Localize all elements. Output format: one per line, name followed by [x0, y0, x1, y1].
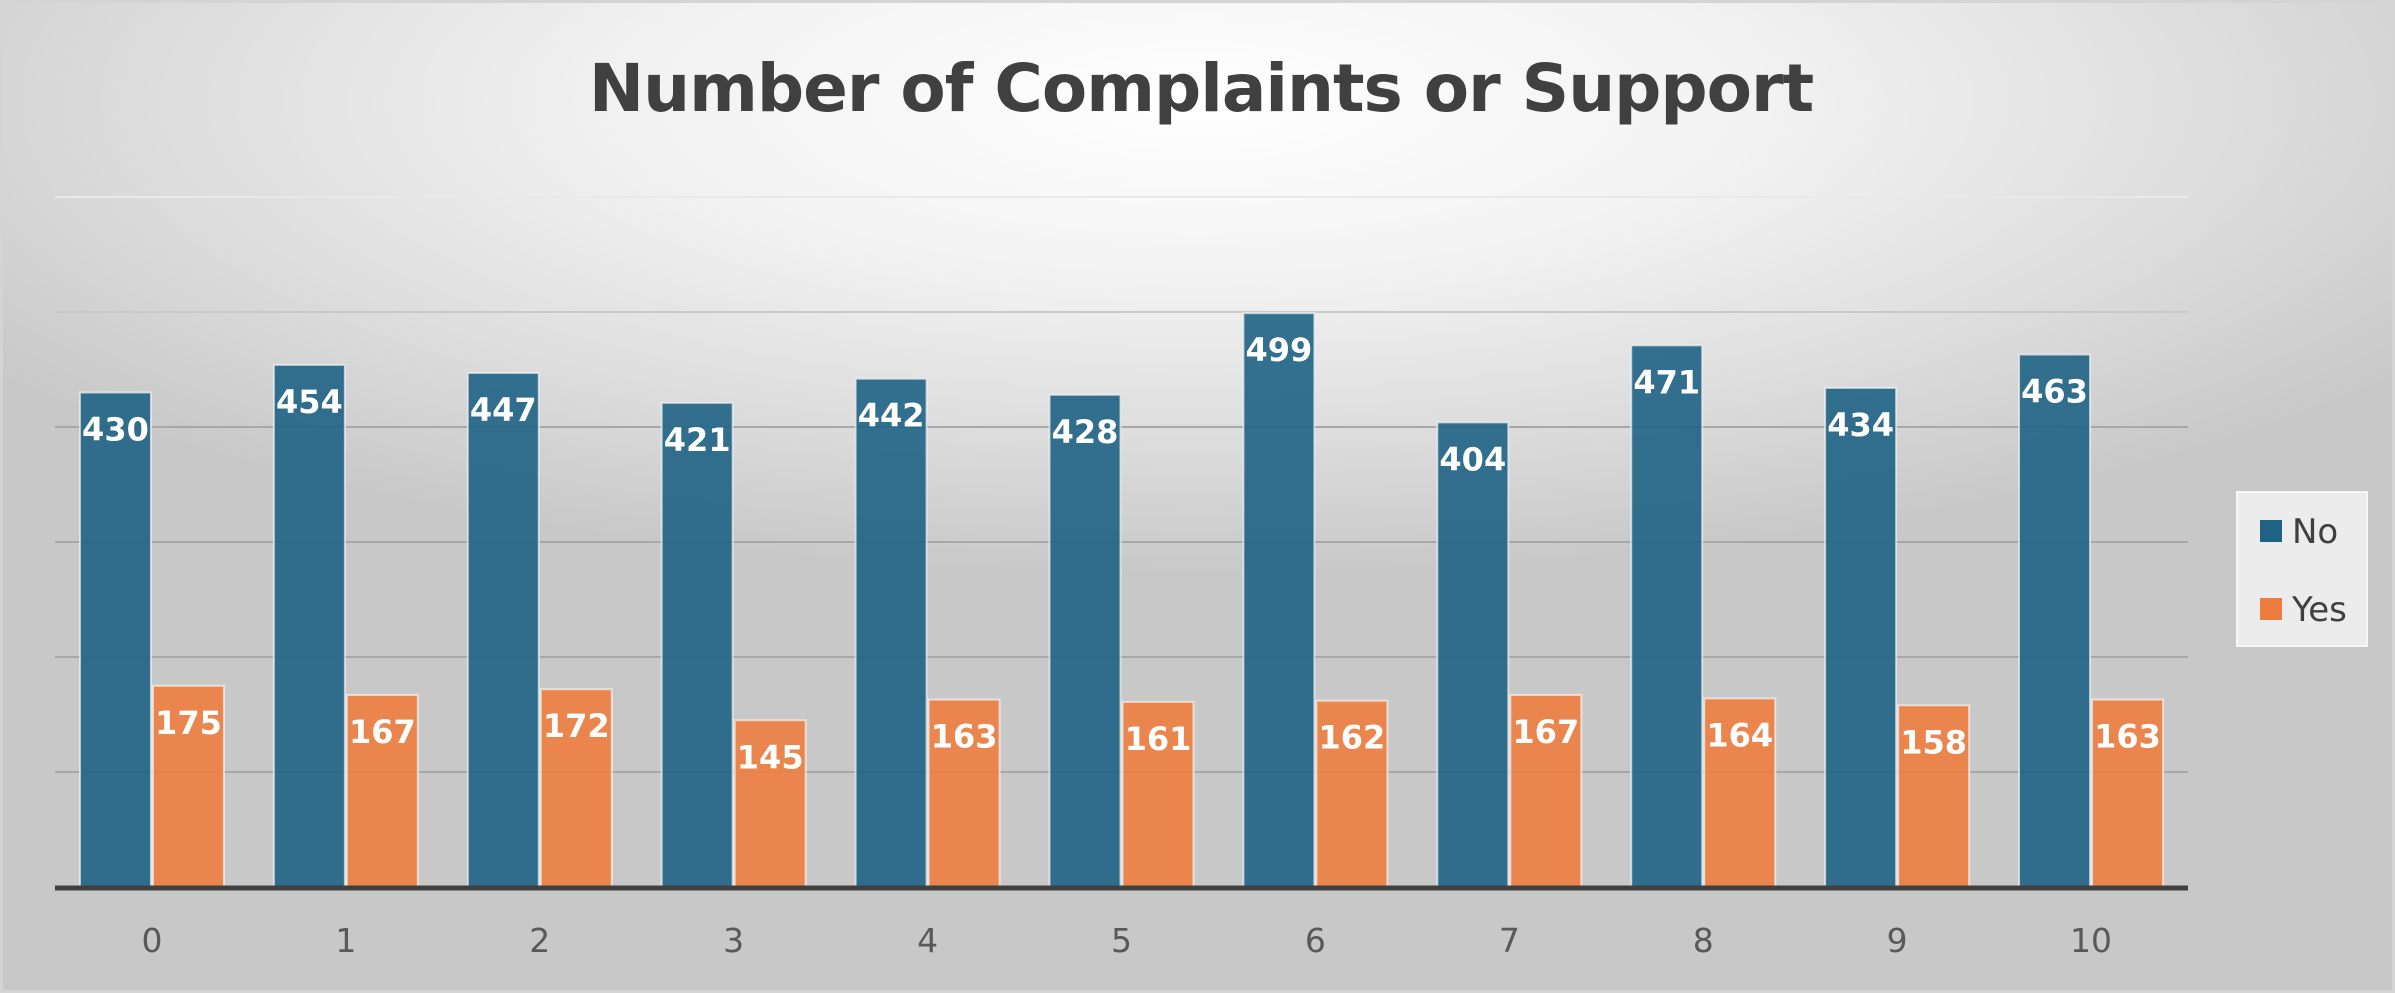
data-label-yes-2: 172	[543, 707, 610, 745]
bar-yes-7	[1509, 693, 1583, 889]
chart-title: Number of Complaints or Support	[589, 50, 1814, 127]
data-label-no-2: 447	[470, 391, 537, 429]
legend-label-no: No	[2292, 512, 2338, 552]
bar-yes-5	[1121, 700, 1195, 888]
bar-no-10	[2018, 353, 2092, 888]
data-label-yes-8: 164	[1706, 716, 1773, 754]
bar-no-0	[78, 391, 152, 888]
data-label-no-7: 404	[1439, 440, 1506, 478]
data-label-no-10: 463	[2021, 373, 2088, 411]
data-label-no-6: 499	[1246, 331, 1313, 369]
data-label-yes-10: 163	[2094, 718, 2161, 756]
bar-no-3	[660, 401, 734, 888]
bar-yes-9	[1897, 704, 1971, 888]
bars	[78, 312, 2165, 889]
x-tick-label: 0	[141, 921, 162, 960]
data-labels: 430 175 454 167 447 172 421 145 442 163 428 161 499 1…	[82, 331, 2161, 776]
data-label-no-0: 430	[82, 411, 149, 449]
bar-no-4	[854, 377, 928, 888]
bar-yes-6	[1315, 699, 1389, 889]
x-tick-label: 7	[1499, 921, 1520, 960]
x-axis-tick-labels: 0 1 2 3 4 5 6 7 8 9 10	[141, 921, 2112, 960]
x-tick-label: 5	[1111, 921, 1132, 960]
legend-box	[2236, 491, 2368, 647]
bar-yes-2	[539, 688, 613, 889]
data-label-yes-6: 162	[1319, 719, 1386, 757]
bar-yes-4	[927, 698, 1001, 888]
x-tick-label: 4	[917, 921, 938, 960]
data-label-yes-3: 145	[737, 738, 804, 776]
legend-swatch-no	[2260, 520, 2282, 542]
data-label-no-1: 454	[276, 383, 343, 421]
data-label-yes-7: 167	[1512, 713, 1579, 751]
legend-label-yes: Yes	[2291, 590, 2347, 630]
data-label-yes-9: 158	[1900, 723, 1967, 761]
data-label-yes-5: 161	[1125, 720, 1192, 758]
bar-no-2	[466, 371, 540, 888]
bar-no-1	[272, 363, 346, 888]
bar-yes-10	[2091, 698, 2165, 888]
data-label-no-9: 434	[1827, 406, 1894, 444]
data-label-no-3: 421	[664, 421, 731, 459]
x-tick-label: 2	[529, 921, 550, 960]
bar-no-9	[1824, 386, 1898, 888]
x-tick-label: 10	[2070, 921, 2112, 960]
x-tick-label: 1	[335, 921, 356, 960]
data-label-no-8: 471	[1633, 363, 1700, 401]
x-tick-label: 9	[1887, 921, 1908, 960]
bar-yes-3	[733, 719, 807, 888]
legend-swatch-yes	[2260, 598, 2282, 620]
bar-chart: 4301754541674471724211454421634281614991…	[55, 50, 2368, 960]
bar-no-7	[1436, 421, 1510, 888]
data-label-no-4: 442	[858, 397, 925, 435]
x-tick-label: 8	[1693, 921, 1714, 960]
data-label-yes-0: 175	[155, 704, 222, 742]
bar-no-5	[1048, 393, 1122, 888]
bar-no-6	[1242, 312, 1316, 888]
x-tick-label: 3	[723, 921, 744, 960]
data-label-yes-4: 163	[931, 718, 998, 756]
data-label-yes-1: 167	[349, 713, 416, 751]
data-label-no-5: 428	[1052, 413, 1119, 451]
x-tick-label: 6	[1305, 921, 1326, 960]
legend: No Yes	[2236, 491, 2368, 647]
bar-yes-1	[345, 693, 419, 889]
bar-no-8	[1630, 344, 1704, 889]
